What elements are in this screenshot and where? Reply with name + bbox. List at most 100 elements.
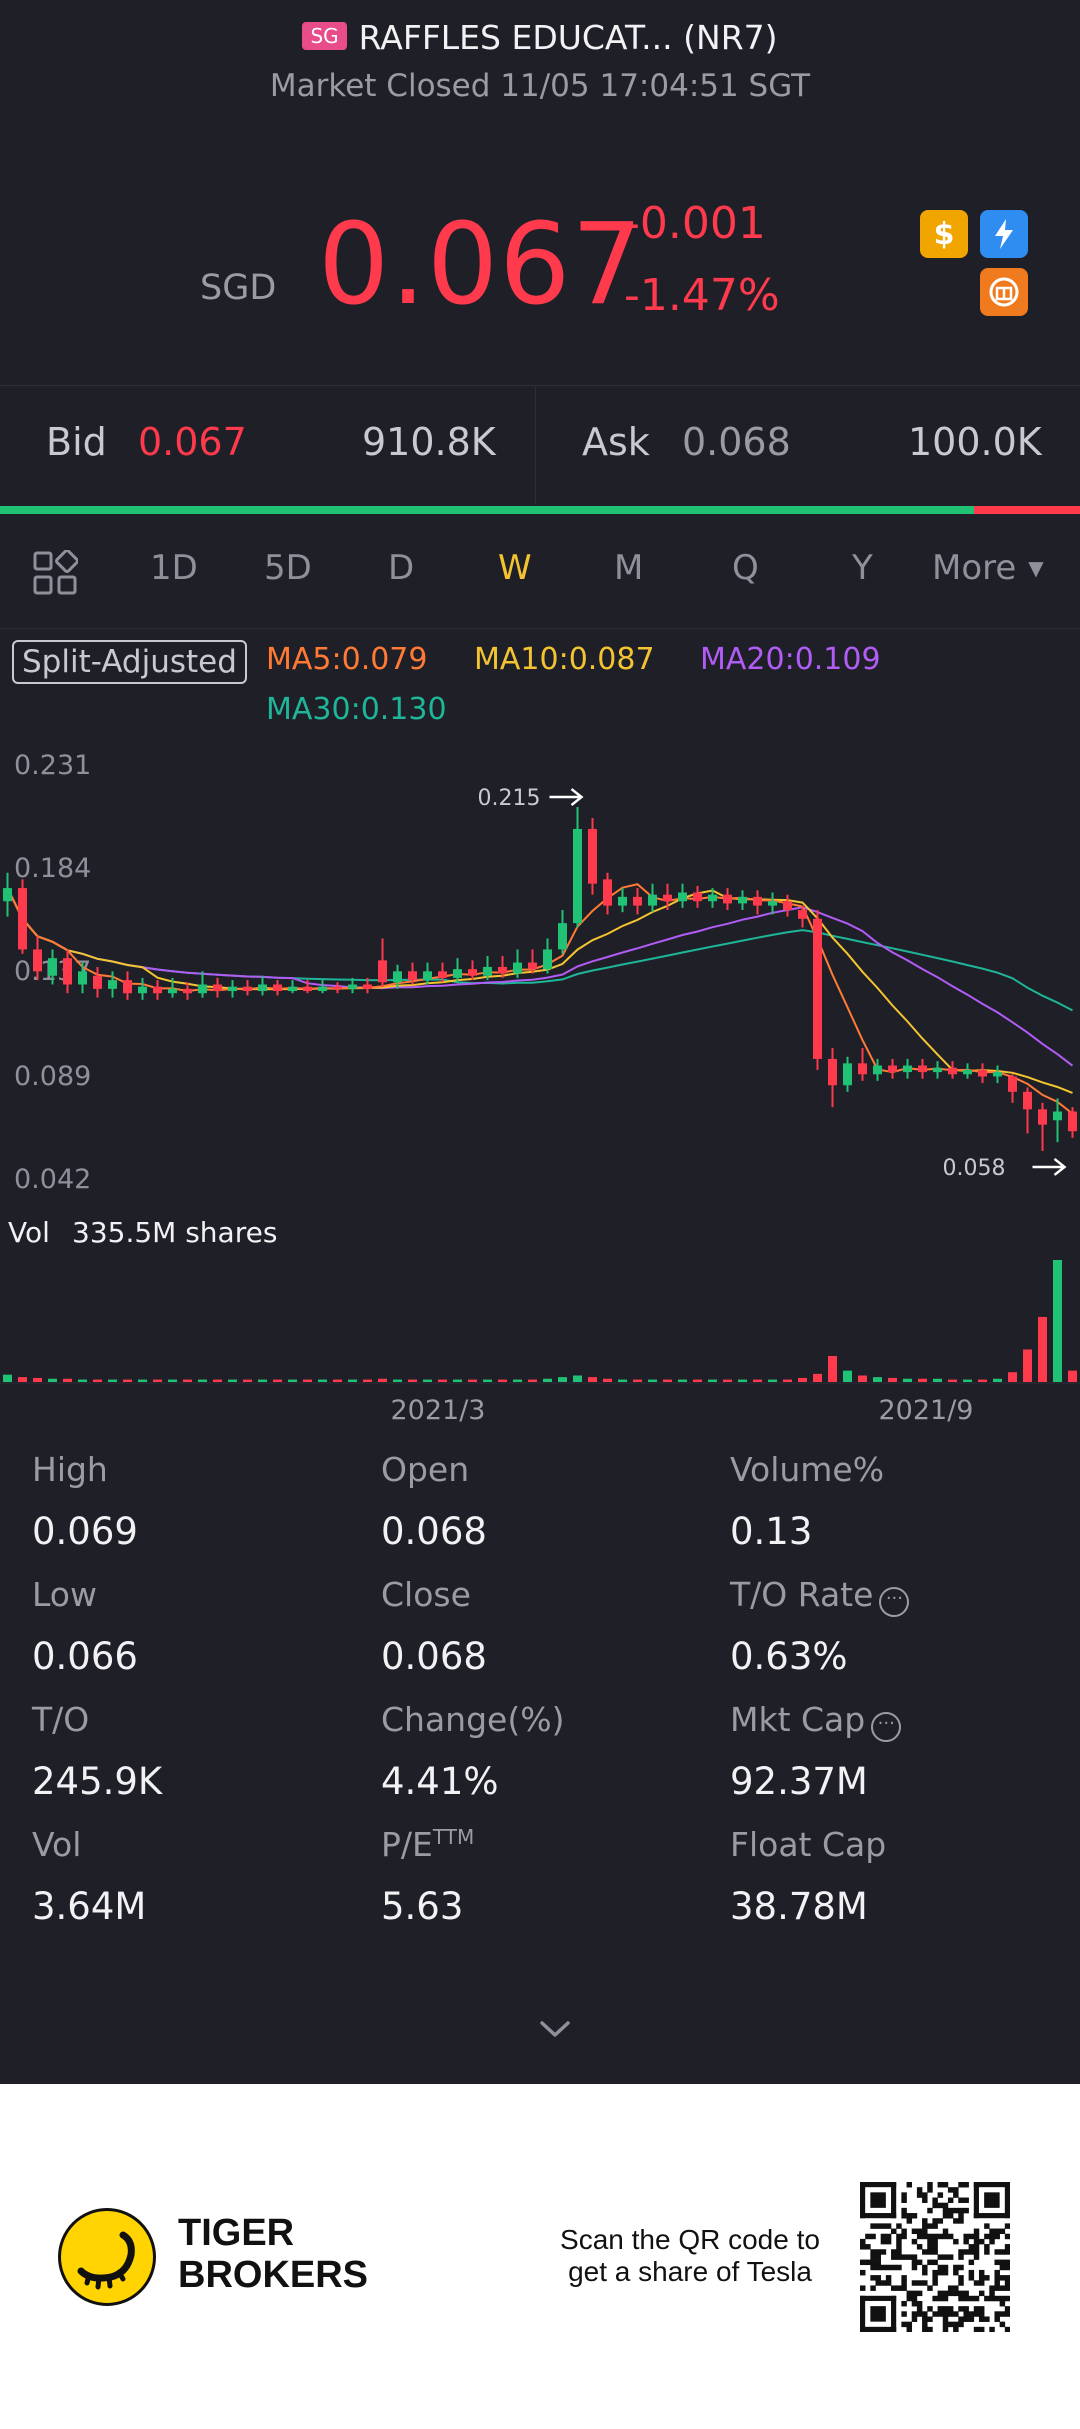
candle-body [318, 986, 327, 992]
volume-bar [438, 1379, 447, 1382]
volume-bar [498, 1379, 507, 1382]
qr-module [984, 2249, 990, 2255]
qr-module [1004, 2249, 1010, 2255]
qr-module [911, 2254, 918, 2260]
bid-size: 910.8K [362, 420, 496, 464]
stat-label-text: T/O Rate [730, 1575, 874, 1614]
tab-y[interactable]: Y [852, 548, 873, 588]
volume-bar [63, 1378, 72, 1382]
qr-module [932, 2269, 938, 2276]
split-adjusted-button[interactable]: Split-Adjusted [12, 640, 247, 684]
qr-module [963, 2311, 969, 2317]
info-icon[interactable]: ··· [871, 1712, 902, 1742]
volume-bar [228, 1379, 237, 1382]
qr-module [896, 2264, 902, 2271]
currency-label: SGD [200, 268, 277, 308]
dollar-icon[interactable]: $ [920, 210, 968, 258]
qr-module [896, 2233, 902, 2240]
qr-module [937, 2269, 944, 2276]
qr-module [937, 2311, 944, 2317]
qr-module [901, 2197, 907, 2203]
qr-module [922, 2192, 928, 2198]
volume-bar [798, 1377, 807, 1382]
candle-body [393, 971, 402, 983]
layout-grid-icon[interactable] [32, 550, 78, 596]
stock-title: RAFFLES EDUCAT... (NR7) [358, 18, 778, 57]
qr-module [978, 2238, 985, 2245]
candle-body [453, 969, 462, 978]
candle-body [3, 888, 12, 902]
candle-body [48, 958, 57, 976]
qr-module [999, 2300, 1006, 2307]
qr-module [932, 2295, 938, 2302]
high-annotation: 0.215 [478, 786, 541, 811]
ask-price: 0.068 [682, 420, 791, 464]
volume-bar [408, 1379, 417, 1382]
qr-module [906, 2295, 913, 2302]
volume-bar [933, 1378, 942, 1382]
price-chart[interactable]: 0.2310.1840.1370.0890.0420.2150.058Vol33… [0, 740, 1080, 1430]
volume-bar [633, 1379, 642, 1382]
stat-value: 0.63% [730, 1635, 848, 1678]
chevron-down-icon: ▼ [1028, 556, 1044, 580]
tab-m[interactable]: M [614, 548, 644, 588]
tab-5d[interactable]: 5D [264, 548, 312, 588]
tab-q[interactable]: Q [732, 548, 759, 588]
stat-value: 0.066 [32, 1635, 138, 1678]
qr-module [942, 2295, 949, 2302]
qr-module [1004, 2285, 1010, 2291]
qr-module [958, 2321, 964, 2328]
candle-body [18, 888, 27, 950]
tab-more[interactable]: More ▼ [932, 548, 1044, 588]
gift-icon[interactable] [980, 268, 1028, 316]
qr-module [989, 2238, 995, 2245]
qr-module [932, 2249, 938, 2255]
candle-body [543, 949, 552, 970]
price-change-percent: -1.47% [624, 270, 780, 321]
brand-name: TIGER BROKERS [178, 2212, 368, 2296]
qr-module [973, 2326, 980, 2332]
tab-d[interactable]: D [388, 548, 415, 588]
qr-module [901, 2311, 907, 2317]
qr-module [942, 2182, 949, 2188]
brand-line-2: BROKERS [178, 2254, 369, 2296]
volume-bar [858, 1375, 867, 1382]
qr-module [978, 2311, 985, 2317]
expand-chevron-icon[interactable] [538, 2018, 572, 2040]
qr-module [947, 2207, 954, 2214]
low-annotation: 0.058 [943, 1156, 1006, 1181]
volume-bar [708, 1379, 717, 1382]
volume-bar [738, 1379, 747, 1382]
volume-bar [348, 1379, 357, 1382]
stock-title-row: SG RAFFLES EDUCAT... (NR7) [0, 18, 1080, 57]
qr-module [891, 2249, 897, 2255]
candle-body [258, 984, 267, 992]
ma20-label: MA20:0.109 [700, 642, 881, 677]
lightning-icon[interactable] [980, 210, 1028, 258]
candle-body [528, 962, 537, 970]
qr-finder [984, 2192, 1000, 2208]
tab-1d[interactable]: 1D [150, 548, 198, 588]
qr-module [927, 2233, 933, 2240]
qr-module [973, 2280, 980, 2286]
info-icon[interactable]: ··· [879, 1587, 910, 1617]
volume-bar [993, 1378, 1002, 1382]
qr-module [942, 2254, 949, 2260]
qr-finder [860, 2182, 897, 2188]
qr-module [927, 2182, 933, 2188]
volume-bar [828, 1355, 837, 1382]
qr-module [906, 2290, 913, 2297]
tab-w[interactable]: W [498, 548, 532, 588]
qr-module [994, 2259, 1000, 2266]
volume-value: 335.5M shares [72, 1216, 277, 1249]
volume-bar [168, 1379, 177, 1382]
candle-body [1023, 1091, 1032, 1110]
candle-body [963, 1069, 972, 1075]
qr-module [916, 2306, 923, 2312]
stat-label: Open [381, 1450, 469, 1489]
qr-module [911, 2238, 918, 2245]
qr-module [994, 2295, 1000, 2302]
qr-module [911, 2213, 918, 2219]
candle-body [33, 949, 42, 972]
qr-module [947, 2290, 954, 2297]
